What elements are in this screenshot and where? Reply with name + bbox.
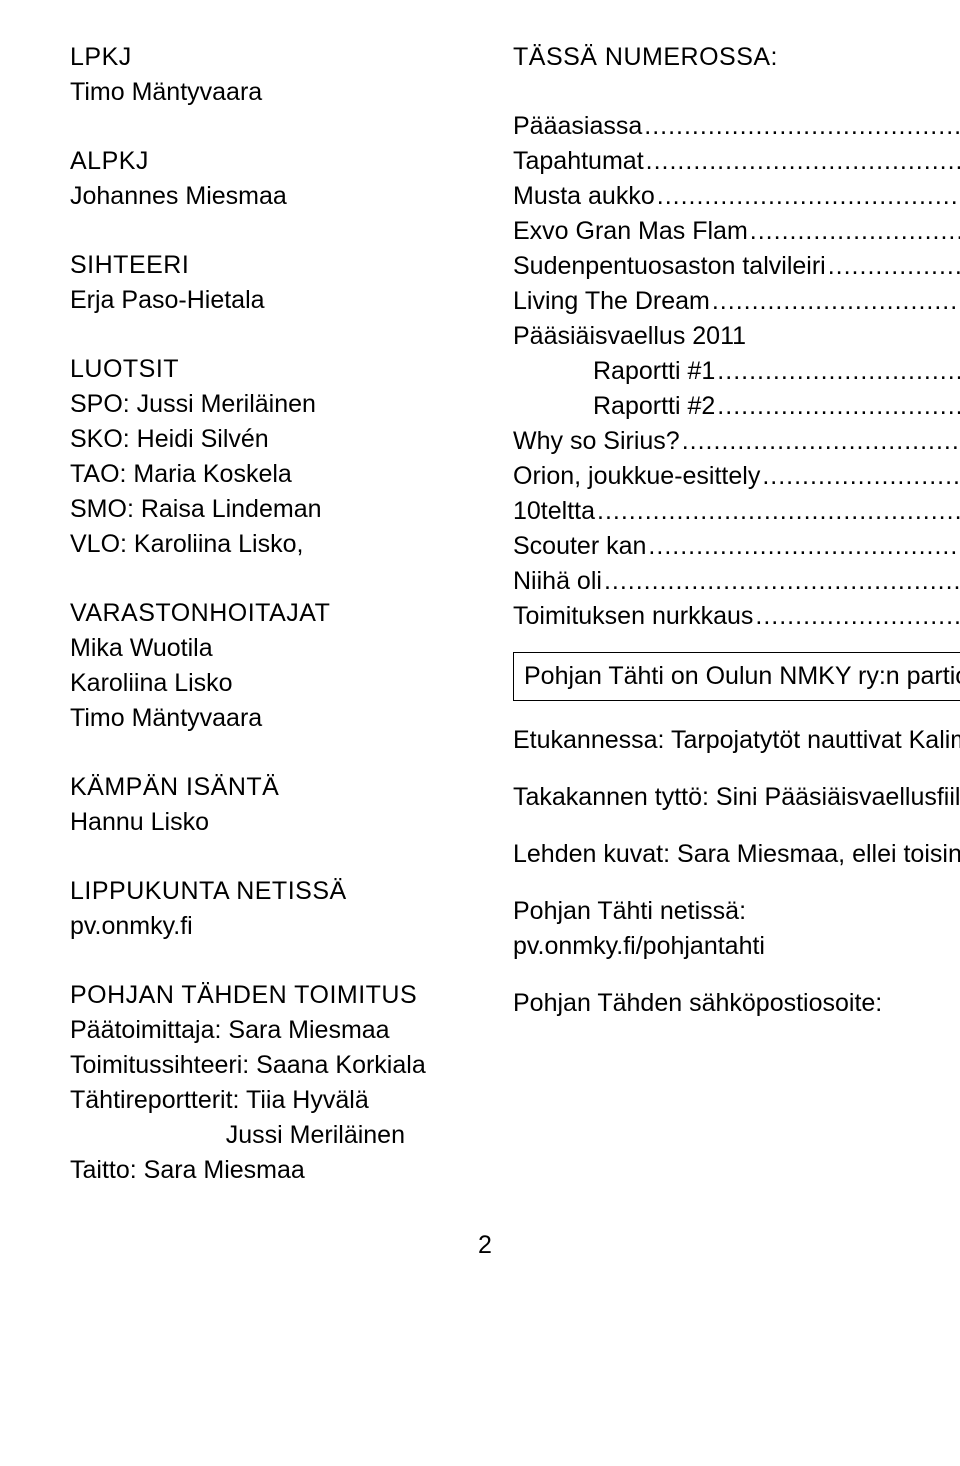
- toc-row: Sudenpentuosaston talvileiri9: [513, 249, 960, 284]
- toc-row: Niihä oli30: [513, 564, 960, 599]
- toc-row: Toimituksen nurkkaus31: [513, 599, 960, 634]
- role-block: ALPKJJohannes Miesmaa: [70, 144, 465, 214]
- role-block: KÄMPÄN ISÄNTÄHannu Lisko: [70, 770, 465, 840]
- role-block: SIHTEERIErja Paso-Hietala: [70, 248, 465, 318]
- role-block: VARASTONHOITAJATMika WuotilaKaroliina Li…: [70, 596, 465, 736]
- toc-dots: [657, 179, 960, 214]
- toc-dots: [597, 494, 960, 529]
- toc-row: Living The Dream10: [513, 284, 960, 319]
- role-title: LIPPUKUNTA NETISSÄ: [70, 874, 465, 909]
- editorial-block: POHJAN TÄHDEN TOIMITUS Päätoimittaja: Sa…: [70, 978, 465, 1188]
- editorial-line: Toimitussihteeri: Saana Korkiala: [70, 1048, 465, 1083]
- credits-column: LPKJTimo MäntyvaaraALPKJJohannes Miesmaa…: [70, 40, 465, 1222]
- toc-label: 10teltta: [513, 494, 595, 529]
- toc-dots: [682, 424, 960, 459]
- toc-row: Musta aukko6: [513, 179, 960, 214]
- toc-row: Raportti #220: [513, 389, 960, 424]
- role-name: Johannes Miesmaa: [70, 179, 465, 214]
- toc-label: Living The Dream: [513, 284, 710, 319]
- toc-label: Musta aukko: [513, 179, 655, 214]
- role-title: VARASTONHOITAJAT: [70, 596, 465, 631]
- toc-dots: [712, 284, 960, 319]
- editorial-line: Päätoimittaja: Sara Miesmaa: [70, 1013, 465, 1048]
- role-name: TAO: Maria Koskela: [70, 457, 465, 492]
- toc-row: Why so Sirius?22: [513, 424, 960, 459]
- role-title: ALPKJ: [70, 144, 465, 179]
- role-name: Hannu Lisko: [70, 805, 465, 840]
- toc-label: Pääsiäisvaellus 2011: [513, 319, 746, 354]
- role-name: pv.onmky.fi: [70, 909, 465, 944]
- toc-list: Pääasiassa3Tapahtumat4Musta aukko6Exvo G…: [513, 109, 960, 634]
- toc-label: Niihä oli: [513, 564, 602, 599]
- toc-row: 10teltta26: [513, 494, 960, 529]
- web-block: Pohjan Tähti netissä: pv.onmky.fi/pohjan…: [513, 894, 960, 964]
- toc-label: Raportti #2: [593, 389, 715, 424]
- toc-dots: [648, 529, 960, 564]
- web-label: Pohjan Tähti netissä:: [513, 894, 960, 929]
- toc-label: Sudenpentuosaston talvileiri: [513, 249, 826, 284]
- info-paragraph: Etukannessa: Tarpojatytöt nauttivat Kali…: [513, 723, 960, 758]
- role-title: KÄMPÄN ISÄNTÄ: [70, 770, 465, 805]
- role-block: LIPPUKUNTA NETISSÄpv.onmky.fi: [70, 874, 465, 944]
- info-paragraph: Lehden kuvat: Sara Miesmaa, ellei toisin…: [513, 837, 960, 872]
- toc-dots: [604, 564, 960, 599]
- role-name: VLO: Karoliina Lisko,: [70, 527, 465, 562]
- role-title: LPKJ: [70, 40, 465, 75]
- toc-dots: [644, 109, 960, 144]
- toc-dots: [828, 249, 960, 284]
- toc-row: Pääsiäisvaellus 2011: [513, 319, 960, 354]
- toc-row: Raportti #114: [513, 354, 960, 389]
- role-title: SIHTEERI: [70, 248, 465, 283]
- role-name: SMO: Raisa Lindeman: [70, 492, 465, 527]
- toc-label: Tapahtumat: [513, 144, 644, 179]
- reporter-2: Jussi Meriläinen: [70, 1118, 465, 1153]
- toc-label: Raportti #1: [593, 354, 715, 389]
- email-label: Pohjan Tähden sähköpostiosoite:: [513, 986, 960, 1021]
- editorial-line: Tähtireportterit: Tiia Hyvälä: [70, 1083, 465, 1118]
- toc-dots: [717, 389, 960, 424]
- role-name: Karoliina Lisko: [70, 666, 465, 701]
- role-name: SPO: Jussi Meriläinen: [70, 387, 465, 422]
- toc-row: Scouter kan29: [513, 529, 960, 564]
- toc-row: Exvo Gran Mas Flam7: [513, 214, 960, 249]
- info-paragraph: Takakannen tyttö: Sini Pääsiäisvaellusfi…: [513, 780, 960, 815]
- role-name: Erja Paso-Hietala: [70, 283, 465, 318]
- toc-label: Exvo Gran Mas Flam: [513, 214, 748, 249]
- toc-dots: [750, 214, 960, 249]
- layout-credit: Taitto: Sara Miesmaa: [70, 1153, 465, 1188]
- role-block: LPKJTimo Mäntyvaara: [70, 40, 465, 110]
- editorial-title: POHJAN TÄHDEN TOIMITUS: [70, 978, 465, 1013]
- toc-dots: [717, 354, 960, 389]
- toc-label: Pääasiassa: [513, 109, 642, 144]
- info-box: Pohjan Tähti on Oulun NMKY ry:n partioli…: [513, 652, 960, 701]
- toc-label: Why so Sirius?: [513, 424, 680, 459]
- role-title: LUOTSIT: [70, 352, 465, 387]
- role-name: Timo Mäntyvaara: [70, 701, 465, 736]
- role-name: SKO: Heidi Silvén: [70, 422, 465, 457]
- toc-dots: [762, 459, 960, 494]
- toc-column: TÄSSÄ NUMEROSSA: Pääasiassa3Tapahtumat4M…: [513, 40, 960, 1222]
- toc-label: Toimituksen nurkkaus: [513, 599, 753, 634]
- toc-row: Pääasiassa3: [513, 109, 960, 144]
- toc-heading: TÄSSÄ NUMEROSSA:: [513, 40, 960, 75]
- toc-row: Tapahtumat4: [513, 144, 960, 179]
- toc-dots: [646, 144, 960, 179]
- toc-label: Scouter kan: [513, 529, 646, 564]
- web-url: pv.onmky.fi/pohjantahti: [513, 929, 960, 964]
- role-name: Mika Wuotila: [70, 631, 465, 666]
- toc-dots: [755, 599, 960, 634]
- role-name: Timo Mäntyvaara: [70, 75, 465, 110]
- page-number: 2: [70, 1228, 900, 1263]
- role-block: LUOTSITSPO: Jussi MeriläinenSKO: Heidi S…: [70, 352, 465, 562]
- toc-row: Orion, joukkue-esittely25: [513, 459, 960, 494]
- toc-label: Orion, joukkue-esittely: [513, 459, 760, 494]
